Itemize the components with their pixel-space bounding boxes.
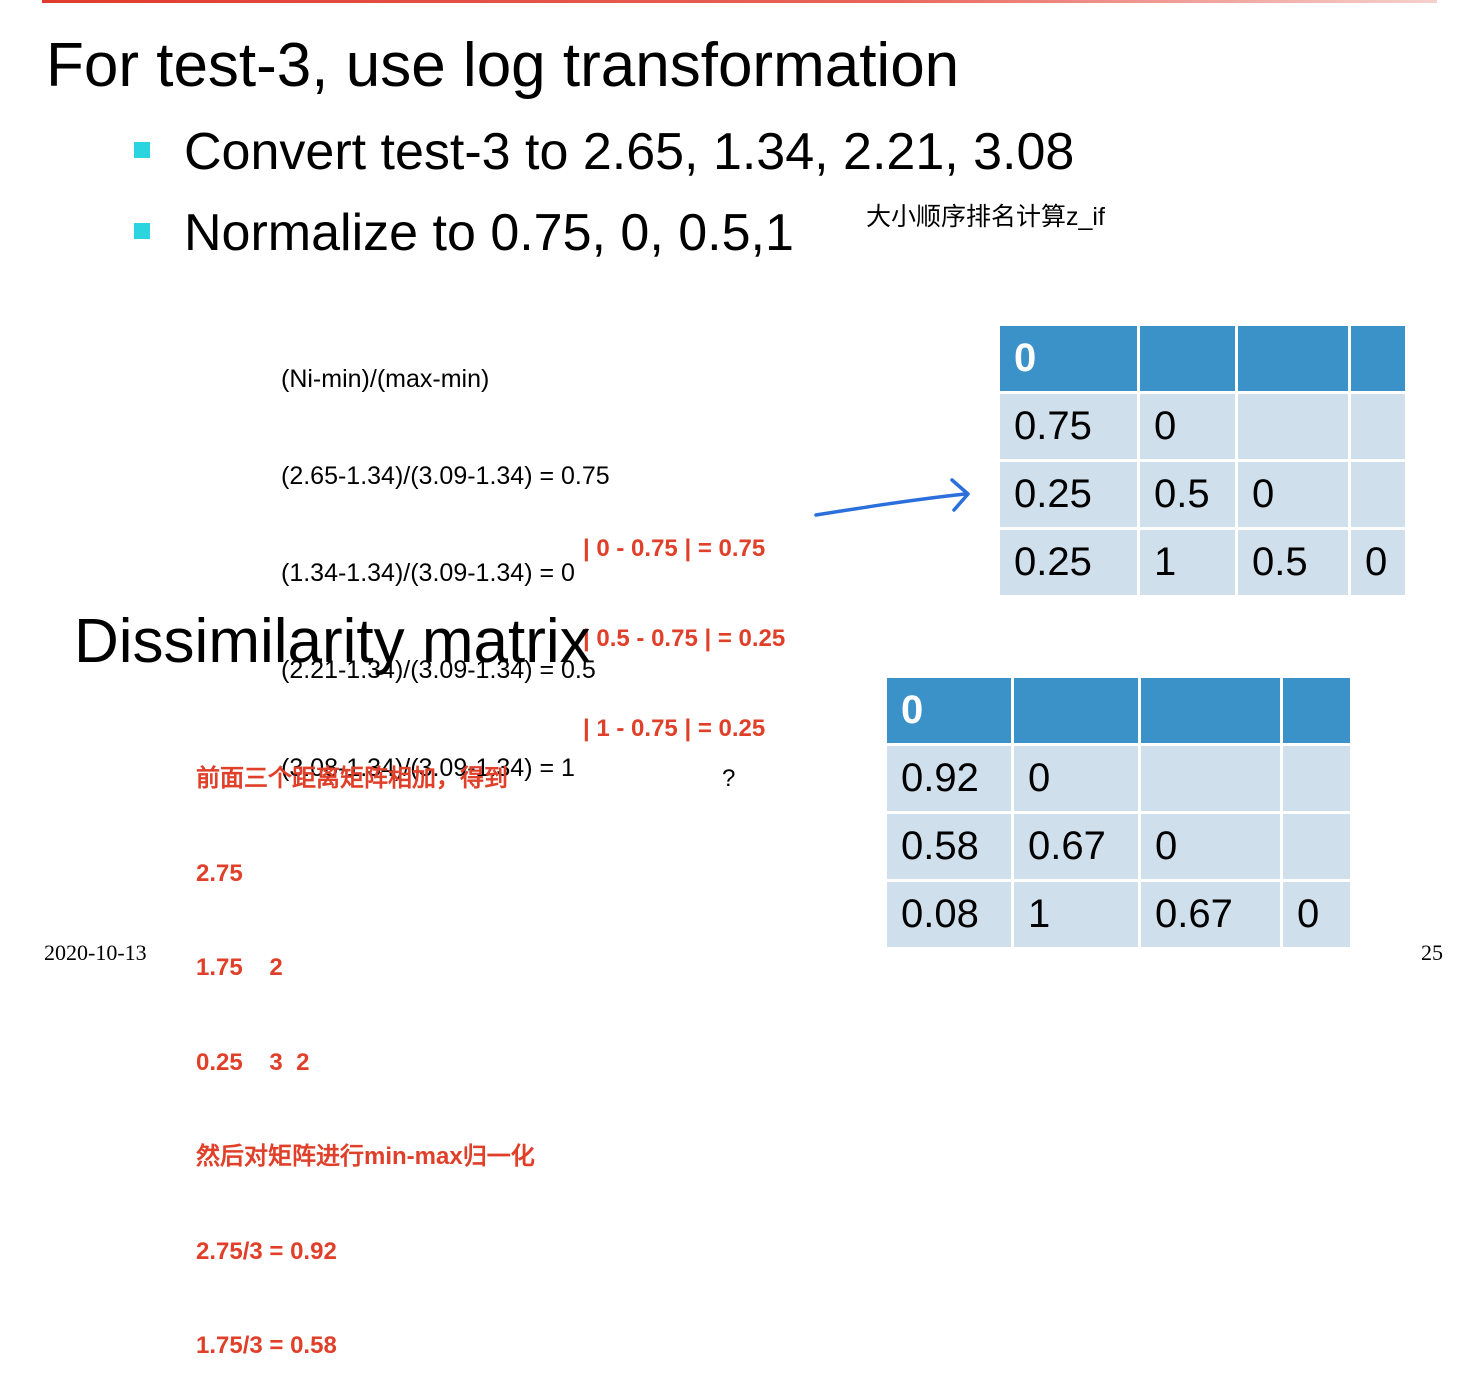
bullet-item-convert: Convert test-3 to 2.65, 1.34, 2.21, 3.08 xyxy=(134,120,1234,190)
page-number: 25 xyxy=(1421,940,1443,965)
formula-line: (Ni-min)/(max-min) xyxy=(281,364,490,393)
matrix-cell: 0.58 xyxy=(887,814,1011,879)
matrix-cell xyxy=(1141,678,1280,743)
matrix-cell xyxy=(1014,678,1138,743)
matrix-cell xyxy=(1351,326,1405,391)
matrix-cell xyxy=(1283,678,1350,743)
matrix-cell: 0.08 xyxy=(887,882,1011,947)
absolute-differences: | 0 - 0.75 | = 0.75 | 0.5 - 0.75 | = 0.2… xyxy=(583,474,785,774)
matrix-sum-notes: 前面三个距离矩阵相加，得到 2.75 1.75 2 0.25 3 2 然后对矩阵… xyxy=(196,700,535,1393)
table-row: 0 xyxy=(887,678,1350,743)
matrix-cell: 0.75 xyxy=(1000,394,1137,459)
test3-dissimilarity-matrix: 0 0.75 0 0.25 0.5 0 0.25 1 0.5 0 xyxy=(997,323,1408,598)
matrix-cell: 0.5 xyxy=(1140,462,1235,527)
abs-diff-line: | 1 - 0.75 | = 0.25 xyxy=(583,715,766,742)
question-mark: ? xyxy=(722,765,736,792)
formula-line: (2.21-1.34)/(3.09-1.34) = 0.5 xyxy=(281,656,596,685)
normalization-formulas: (Ni-min)/(max-min) (2.65-1.34)/(3.09-1.3… xyxy=(281,298,610,816)
table-row: 0.08 1 0.67 0 xyxy=(887,882,1350,947)
note-line: 前面三个距离矩阵相加，得到 xyxy=(196,765,508,792)
arrow-right-icon xyxy=(814,478,970,517)
note-line: 2.75/3 = 0.92 xyxy=(196,1237,337,1265)
matrix-cell: 0 xyxy=(1141,814,1280,879)
table-row: 0 xyxy=(1000,326,1405,391)
matrix-cell xyxy=(1283,814,1350,879)
table-row: 0.75 0 xyxy=(1000,394,1405,459)
abs-diff-line: | 0.5 - 0.75 | = 0.25 xyxy=(583,625,786,652)
matrix-cell: 0 xyxy=(1014,746,1138,811)
slide-title: For test-3, use log transformation xyxy=(46,31,960,100)
note-line: 1.75 2 xyxy=(196,954,283,981)
bullet-text: Normalize to 0.75, 0, 0.5,1 xyxy=(184,204,794,262)
matrix-cell xyxy=(1140,326,1235,391)
matrix-cell: 0.67 xyxy=(1014,814,1138,879)
table-row: 0.25 0.5 0 xyxy=(1000,462,1405,527)
matrix-cell xyxy=(1238,326,1348,391)
table-row: 0.25 1 0.5 0 xyxy=(1000,530,1405,595)
formula-line: (1.34-1.34)/(3.09-1.34) = 0 xyxy=(281,559,575,588)
matrix-cell: 0 xyxy=(1140,394,1235,459)
total-dissimilarity-matrix: 0 0.92 0 0.58 0.67 0 0.08 1 0.67 0 xyxy=(884,675,1353,950)
matrix-cell: 0 xyxy=(1283,882,1350,947)
matrix-cell: 0.5 xyxy=(1238,530,1348,595)
formula-line: (3.08-1.34)/(3.09-1.34) = 1 xyxy=(281,753,575,782)
top-rule xyxy=(42,0,1437,3)
matrix-cell xyxy=(1141,746,1280,811)
formula-line: (2.65-1.34)/(3.09-1.34) = 0.75 xyxy=(281,462,610,491)
matrix-cell: 1 xyxy=(1014,882,1138,947)
note-line: 1.75/3 = 0.58 xyxy=(196,1332,337,1359)
matrix-cell: 0 xyxy=(1351,530,1405,595)
matrix-cell: 0.92 xyxy=(887,746,1011,811)
matrix-cell: 0 xyxy=(1000,326,1137,391)
bullet-item-normalize: Normalize to 0.75, 0, 0.5,1 xyxy=(134,201,1234,271)
matrix-cell: 1 xyxy=(1140,530,1235,595)
matrix-cell xyxy=(1351,394,1405,459)
matrix-cell: 0 xyxy=(887,678,1011,743)
matrix-cell xyxy=(1351,462,1405,527)
matrix-cell: 0.25 xyxy=(1000,530,1137,595)
footer-date: 2020-10-13 xyxy=(44,940,147,965)
side-note: 大小顺序排名计算z_if xyxy=(866,203,1105,231)
bullet-text: Convert test-3 to 2.65, 1.34, 2.21, 3.08 xyxy=(184,123,1075,181)
matrix-cell: 0 xyxy=(1238,462,1348,527)
abs-diff-line: | 0 - 0.75 | = 0.75 xyxy=(583,535,766,562)
table-row: 0.58 0.67 0 xyxy=(887,814,1350,879)
section-heading: Dissimilarity matrix xyxy=(74,607,591,676)
note-line: 2.75 xyxy=(196,859,243,887)
matrix-cell xyxy=(1238,394,1348,459)
note-line: 0.25 3 2 xyxy=(196,1048,310,1076)
square-bullet-icon xyxy=(134,223,150,239)
table-row: 0.92 0 xyxy=(887,746,1350,811)
square-bullet-icon xyxy=(134,142,150,158)
matrix-cell: 0.25 xyxy=(1000,462,1137,527)
matrix-cell: 0.67 xyxy=(1141,882,1280,947)
matrix-cell xyxy=(1283,746,1350,811)
note-line: 然后对矩阵进行min-max归一化 xyxy=(196,1143,535,1170)
